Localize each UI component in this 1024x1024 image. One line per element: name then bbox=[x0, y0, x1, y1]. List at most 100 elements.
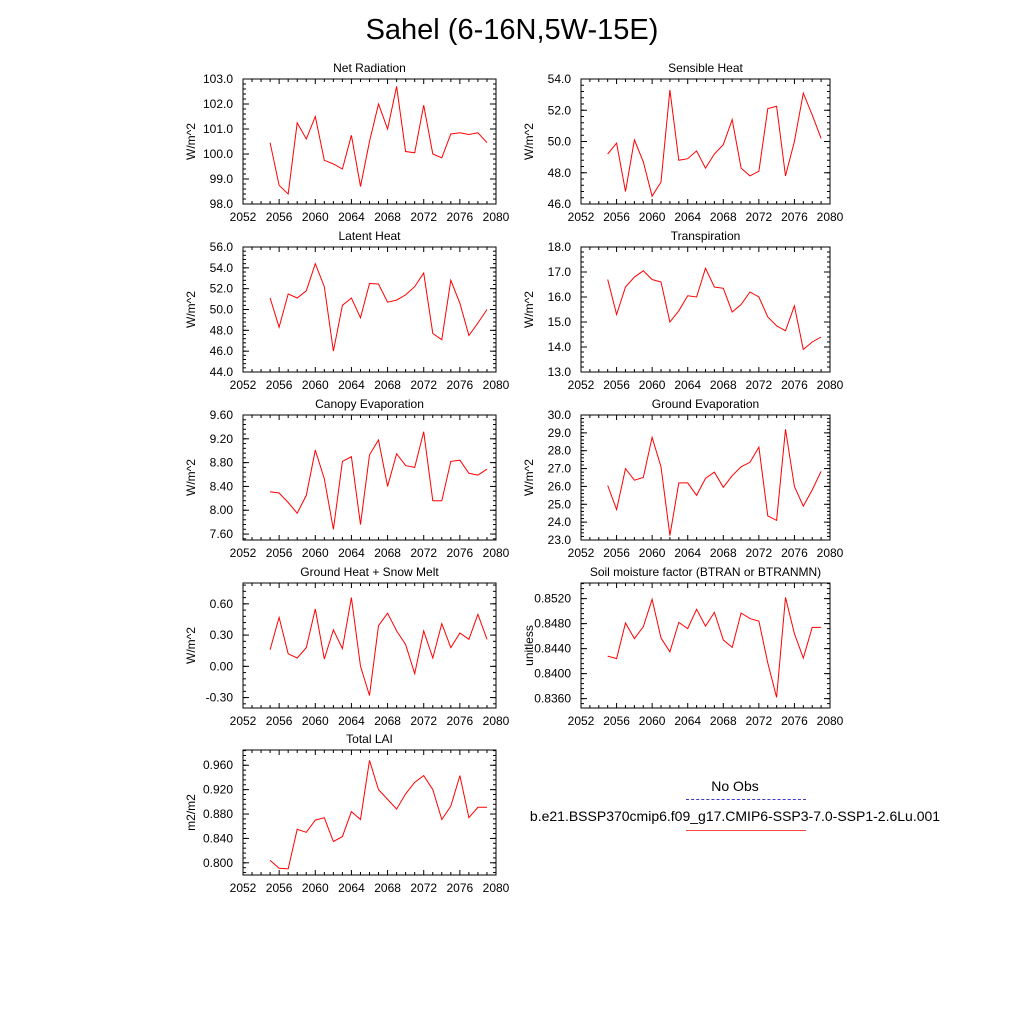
x-tick-label: 2080 bbox=[483, 378, 510, 392]
y-axis-label: W/m^2 bbox=[184, 291, 198, 328]
y-tick-label: 8.80 bbox=[210, 456, 234, 470]
y-tick-label: 16.0 bbox=[548, 290, 572, 304]
x-tick-label: 2072 bbox=[746, 546, 773, 560]
plot-frame bbox=[580, 78, 831, 205]
y-tick-label: 44.0 bbox=[210, 365, 234, 379]
y-tick-label: 29.0 bbox=[548, 426, 572, 440]
y-tick-label: 48.0 bbox=[548, 166, 572, 180]
panel-title: Total LAI bbox=[346, 732, 393, 746]
series-line bbox=[607, 597, 822, 698]
x-tick-label: 2072 bbox=[410, 546, 437, 560]
y-axis-label: unitless bbox=[522, 625, 536, 666]
x-tick-label: 2060 bbox=[302, 378, 329, 392]
y-tick-label: 56.0 bbox=[210, 240, 234, 254]
x-tick-label: 2068 bbox=[374, 881, 401, 895]
y-tick-label: 0.8360 bbox=[534, 692, 571, 706]
chart-panel: Total LAI m2/m2 2052 2056 2060 2064 2068 2072 20… bbox=[184, 732, 510, 895]
x-tick-label: 2080 bbox=[483, 881, 510, 895]
x-tick-label: 2080 bbox=[483, 210, 510, 224]
plot-frame bbox=[580, 582, 831, 709]
x-tick-label: 2052 bbox=[568, 714, 595, 728]
panel-title: Ground Evaporation bbox=[652, 397, 759, 411]
y-tick-label: 0.00 bbox=[210, 659, 234, 673]
panel-title: Transpiration bbox=[671, 229, 741, 243]
x-tick-label: 2052 bbox=[230, 881, 257, 895]
x-tick-label: 2064 bbox=[674, 378, 701, 392]
x-tick-label: 2056 bbox=[266, 378, 293, 392]
x-tick-label: 2064 bbox=[338, 378, 365, 392]
legend-run-line bbox=[686, 830, 806, 831]
legend-obs-line bbox=[686, 799, 806, 800]
legend-run-label: b.e21.BSSP370cmip6.f09_g17.CMIP6-SSP3-7.… bbox=[529, 808, 941, 824]
x-tick-label: 2056 bbox=[266, 210, 293, 224]
chart-panel: Soil moisture factor (BTRAN or BTRANMN) u… bbox=[522, 565, 844, 728]
y-tick-label: 0.880 bbox=[203, 807, 233, 821]
x-tick-label: 2076 bbox=[781, 546, 808, 560]
x-tick-label: 2068 bbox=[710, 714, 737, 728]
y-tick-label: 0.800 bbox=[203, 856, 233, 870]
chart-panel: Latent Heat W/m^2 2052 2056 2060 2064 2068 2072… bbox=[184, 229, 510, 392]
y-tick-label: 0.8440 bbox=[534, 642, 571, 656]
y-tick-label: 28.0 bbox=[548, 444, 572, 458]
plot-frame bbox=[242, 414, 497, 541]
y-axis-label: W/m^2 bbox=[522, 123, 536, 160]
x-tick-label: 2052 bbox=[568, 378, 595, 392]
x-tick-label: 2052 bbox=[230, 210, 257, 224]
x-tick-label: 2068 bbox=[374, 210, 401, 224]
y-tick-label: 24.0 bbox=[548, 515, 572, 529]
y-tick-label: 50.0 bbox=[548, 135, 572, 149]
y-tick-label: 48.0 bbox=[210, 323, 234, 337]
y-tick-label: 98.0 bbox=[210, 197, 234, 211]
y-axis-label: W/m^2 bbox=[522, 291, 536, 328]
y-tick-label: 18.0 bbox=[548, 240, 572, 254]
y-tick-label: 7.60 bbox=[210, 527, 234, 541]
y-tick-label: 25.0 bbox=[548, 497, 572, 511]
x-tick-label: 2068 bbox=[710, 210, 737, 224]
x-tick-label: 2076 bbox=[781, 714, 808, 728]
x-tick-label: 2052 bbox=[568, 546, 595, 560]
y-axis-label: W/m^2 bbox=[184, 627, 198, 664]
x-tick-label: 2076 bbox=[447, 210, 474, 224]
x-tick-label: 2056 bbox=[603, 378, 630, 392]
y-axis-label: W/m^2 bbox=[184, 459, 198, 496]
x-tick-label: 2056 bbox=[603, 210, 630, 224]
y-tick-label: 8.00 bbox=[210, 503, 234, 517]
x-tick-label: 2064 bbox=[338, 881, 365, 895]
x-tick-label: 2076 bbox=[447, 881, 474, 895]
x-tick-label: 2072 bbox=[746, 378, 773, 392]
panel-title: Net Radiation bbox=[333, 61, 406, 75]
x-tick-label: 2056 bbox=[603, 546, 630, 560]
y-tick-label: 101.0 bbox=[203, 122, 233, 136]
x-tick-label: 2060 bbox=[302, 546, 329, 560]
x-tick-label: 2064 bbox=[674, 714, 701, 728]
chart-panel: Ground Evaporation W/m^2 2052 2056 2060 2064 2… bbox=[522, 397, 844, 560]
y-tick-label: 0.30 bbox=[210, 628, 234, 642]
series-line bbox=[269, 597, 488, 696]
panel-title: Soil moisture factor (BTRAN or BTRANMN) bbox=[590, 565, 821, 579]
x-tick-label: 2052 bbox=[230, 378, 257, 392]
x-tick-label: 2060 bbox=[639, 714, 666, 728]
series-line bbox=[607, 89, 822, 198]
y-tick-label: 102.0 bbox=[203, 97, 233, 111]
y-tick-label: 15.0 bbox=[548, 315, 572, 329]
y-tick-label: 13.0 bbox=[548, 365, 572, 379]
x-tick-label: 2076 bbox=[781, 210, 808, 224]
y-tick-label: 23.0 bbox=[548, 533, 572, 547]
x-tick-label: 2052 bbox=[230, 546, 257, 560]
x-tick-label: 2076 bbox=[781, 378, 808, 392]
x-tick-label: 2068 bbox=[710, 378, 737, 392]
plot-frame bbox=[242, 246, 497, 373]
x-tick-label: 2076 bbox=[447, 378, 474, 392]
y-tick-label: 0.960 bbox=[203, 758, 233, 772]
chart-panel: Net Radiation W/m^2 2052 2056 2060 2064 2068 20… bbox=[184, 61, 510, 224]
y-tick-label: 46.0 bbox=[210, 344, 234, 358]
y-tick-label: 0.60 bbox=[210, 597, 234, 611]
y-tick-label: 9.60 bbox=[210, 408, 234, 422]
x-tick-label: 2060 bbox=[639, 546, 666, 560]
x-tick-label: 2060 bbox=[639, 210, 666, 224]
series-line bbox=[607, 429, 822, 536]
x-tick-label: 2064 bbox=[338, 210, 365, 224]
y-tick-label: 9.20 bbox=[210, 432, 234, 446]
x-tick-label: 2060 bbox=[302, 210, 329, 224]
y-tick-label: 0.8480 bbox=[534, 617, 571, 631]
